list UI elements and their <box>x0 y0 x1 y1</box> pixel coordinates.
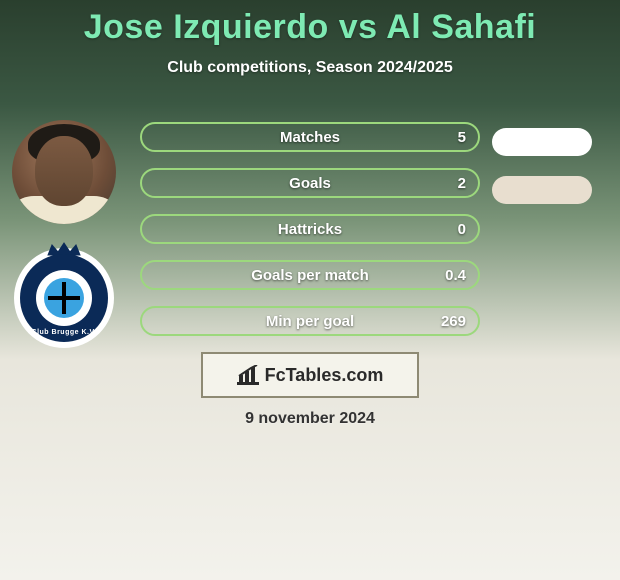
brand-logo: FcTables.com <box>201 352 419 398</box>
right-oval <box>492 176 592 204</box>
stat-row: Min per goal269 <box>140 306 480 336</box>
page-title: Jose Izquierdo vs Al Sahafi <box>0 0 620 47</box>
stat-value: 5 <box>458 129 466 146</box>
right-oval <box>492 128 592 156</box>
left-column: Club Brugge K.V. <box>8 120 120 348</box>
date-label: 9 november 2024 <box>0 410 620 428</box>
player-photo <box>12 120 116 224</box>
stat-label: Min per goal <box>142 313 478 330</box>
stat-label: Goals <box>142 175 478 192</box>
stat-row: Goals2 <box>140 168 480 198</box>
stat-label: Matches <box>142 129 478 146</box>
stat-label: Goals per match <box>142 267 478 284</box>
club-badge: Club Brugge K.V. <box>14 248 114 348</box>
stat-value: 0 <box>458 221 466 238</box>
chart-icon <box>237 365 259 385</box>
stat-row: Matches5 <box>140 122 480 152</box>
stat-label: Hattricks <box>142 221 478 238</box>
stat-value: 269 <box>441 313 466 330</box>
subtitle: Club competitions, Season 2024/2025 <box>0 59 620 77</box>
stat-row: Goals per match0.4 <box>140 260 480 290</box>
stats-bars: Matches5Goals2Hattricks0Goals per match0… <box>140 122 480 352</box>
club-name-ring: Club Brugge K.V. <box>20 329 108 336</box>
stat-row: Hattricks0 <box>140 214 480 244</box>
stat-value: 2 <box>458 175 466 192</box>
brand-name: FcTables.com <box>265 365 384 386</box>
stat-value: 0.4 <box>445 267 466 284</box>
